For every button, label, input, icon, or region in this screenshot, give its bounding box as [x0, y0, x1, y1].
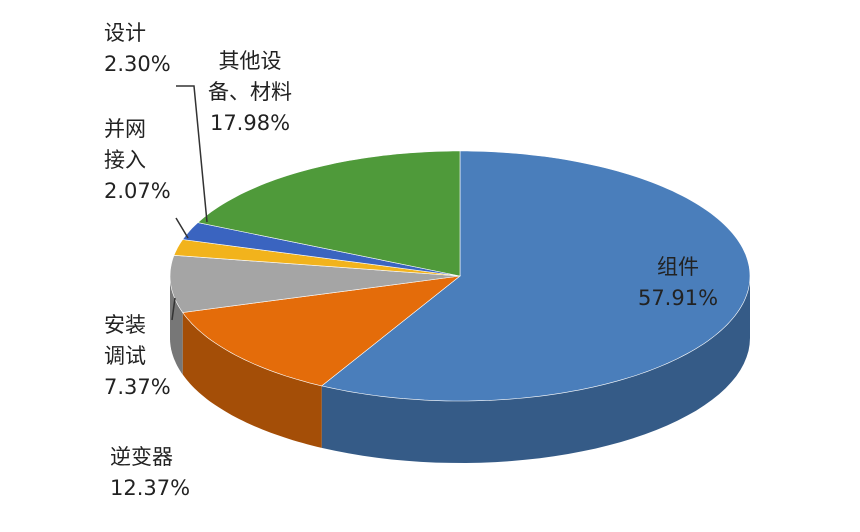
slice-label: 组件 57.91%: [628, 252, 728, 314]
slice-label: 逆变器 12.37%: [110, 442, 190, 504]
slice-side: [321, 276, 750, 463]
leader-lines: [171, 85, 208, 321]
category-name: 安装 调试: [104, 313, 146, 368]
category-name: 组件: [657, 255, 699, 279]
category-name: 并网 接入: [104, 117, 146, 172]
category-name: 逆变器: [110, 445, 173, 469]
leader-line: [171, 297, 176, 321]
category-name: 设计: [104, 21, 146, 45]
slice: [169, 254, 461, 313]
leader-line: [176, 85, 208, 223]
category-name: 其他设 备、材料: [208, 49, 292, 104]
slice: [182, 222, 461, 277]
slice-label: 并网 接入 2.07%: [104, 114, 171, 207]
slice-label: 设计 2.30%: [104, 18, 171, 80]
slice: [197, 150, 461, 277]
slice-side: [170, 276, 183, 375]
value-label: 2.07%: [104, 179, 171, 203]
slice-label: 安装 调试 7.37%: [104, 310, 171, 403]
pie: [169, 150, 751, 463]
leader-line: [175, 217, 189, 239]
value-label: 17.98%: [209, 111, 291, 135]
value-label: 7.37%: [104, 375, 171, 399]
slice-label: 其他设 备、材料 17.98%: [205, 46, 295, 139]
value-label: 2.30%: [104, 52, 171, 76]
value-label: 12.37%: [110, 476, 191, 500]
slice-side: [182, 312, 322, 448]
slice: [321, 150, 751, 402]
value-label: 57.91%: [637, 286, 719, 310]
